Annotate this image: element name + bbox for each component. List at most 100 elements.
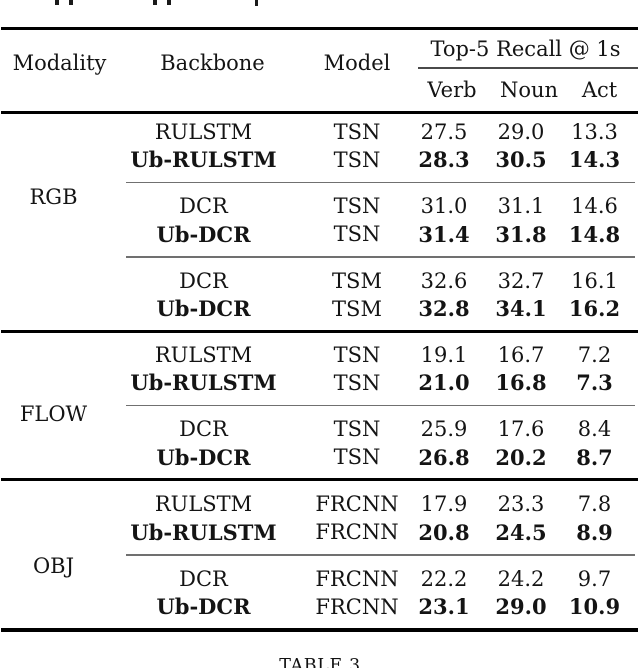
act-value: 9.7	[577, 566, 612, 591]
noun-value: 30.5	[495, 147, 547, 172]
backbone-cell: DCR	[179, 194, 228, 218]
act-value: 14.3	[568, 147, 621, 172]
table-row: Ub-RULSTM TSN 21.0 16.8 7.3	[106, 369, 638, 397]
clipped-text-remnant	[69, 0, 73, 5]
table-top-rule	[1, 27, 638, 30]
model-cell: FRCNN	[315, 520, 399, 544]
act-value: 8.4	[577, 417, 612, 441]
clipped-text-remnant	[153, 0, 157, 5]
backbone-cell: DCR	[179, 417, 228, 441]
verb-value: 31.4	[418, 221, 470, 247]
model-cell: FRCNN	[315, 594, 399, 619]
verb-value: 19.1	[420, 342, 468, 367]
verb-value: 22.2	[420, 566, 468, 591]
act-column-header: Act	[581, 77, 618, 102]
section-divider-rule	[1, 329, 638, 333]
verb-value: 32.6	[420, 268, 468, 293]
backbone-cell: Ub-RULSTM	[130, 370, 277, 395]
backbone-cell: DCR	[179, 566, 228, 591]
modality-column-header: Modality	[12, 51, 107, 75]
model-cell: TSN	[333, 417, 381, 441]
model-cell: TSN	[333, 222, 381, 246]
noun-value: 31.1	[497, 194, 545, 218]
table-caption: TABLE 3	[279, 656, 361, 668]
top5-recall-group: Top-5 Recall @ 1s Verb Noun Act	[413, 30, 638, 111]
verb-value: 32.8	[418, 296, 470, 321]
verb-value: 27.5	[420, 119, 468, 144]
table-row: DCR TSN 25.9 17.6 8.4	[106, 415, 638, 443]
act-value: 10.9	[568, 594, 621, 619]
model-cell: TSN	[333, 194, 381, 218]
act-value: 16.1	[571, 268, 618, 293]
section-obj: OBJ RULSTM FRCNN 17.9 23.3 7.8 Ub-RULSTM…	[1, 481, 638, 628]
act-value: 16.2	[568, 296, 621, 321]
noun-value: 31.8	[495, 221, 547, 247]
verb-value: 31.0	[420, 194, 468, 218]
table-row: Ub-DCR TSN 31.4 31.8 14.8	[106, 220, 638, 248]
table-header: Modality Backbone Model Top-5 Recall @ 1…	[1, 30, 638, 111]
noun-value: 29.0	[495, 594, 547, 619]
noun-value: 16.7	[497, 342, 545, 367]
verb-value: 17.9	[420, 492, 468, 516]
modality-label: RGB	[29, 184, 78, 209]
noun-value: 24.2	[497, 566, 545, 591]
table-row: DCR TSM 32.6 32.7 16.1	[106, 267, 638, 295]
results-table: Modality Backbone Model Top-5 Recall @ 1…	[1, 27, 638, 632]
backbone-cell: Ub-DCR	[156, 444, 251, 470]
noun-value: 34.1	[495, 296, 547, 321]
backbone-cell: Ub-RULSTM	[130, 519, 277, 545]
table-row: Ub-RULSTM TSN 28.3 30.5 14.3	[106, 146, 638, 174]
model-cell: TSN	[333, 147, 381, 172]
group-midrule	[126, 554, 635, 556]
act-value: 7.8	[577, 492, 612, 516]
backbone-cell: RULSTM	[154, 342, 253, 367]
model-cell: TSN	[333, 342, 381, 367]
noun-value: 16.8	[495, 370, 547, 395]
table-row: Ub-DCR TSM 32.8 34.1 16.2	[106, 295, 638, 323]
noun-value: 29.0	[497, 119, 545, 144]
act-value: 14.8	[568, 221, 621, 247]
act-value: 8.7	[576, 444, 613, 470]
group-midrule	[126, 256, 635, 258]
verb-value: 28.3	[418, 147, 470, 172]
noun-column-header: Noun	[499, 77, 559, 102]
table-row: DCR FRCNN 22.2 24.2 9.7	[106, 565, 638, 593]
header-bottom-rule	[1, 111, 638, 114]
verb-value: 25.9	[420, 417, 468, 441]
section-divider-rule	[1, 478, 638, 481]
backbone-cell: Ub-DCR	[156, 296, 251, 321]
clipped-text-remnant	[167, 0, 171, 5]
group-midrule	[126, 181, 635, 183]
group-midrule	[126, 404, 635, 406]
table-row: RULSTM TSN 27.5 29.0 13.3	[106, 118, 638, 146]
backbone-cell: Ub-DCR	[156, 221, 251, 247]
verb-value: 21.0	[418, 370, 470, 395]
verb-value: 23.1	[418, 594, 470, 619]
table-row: RULSTM TSN 19.1 16.7 7.2	[106, 341, 638, 369]
noun-value: 24.5	[495, 519, 547, 545]
clipped-text-remnant	[255, 0, 258, 6]
model-cell: FRCNN	[315, 492, 399, 516]
table-row: DCR TSN 31.0 31.1 14.6	[106, 192, 638, 220]
model-cell: TSN	[333, 445, 381, 469]
backbone-cell: Ub-RULSTM	[130, 147, 277, 172]
backbone-cell: Ub-DCR	[156, 594, 251, 619]
model-cell: TSM	[332, 296, 382, 321]
noun-value: 20.2	[495, 444, 547, 470]
table-row: RULSTM FRCNN 17.9 23.3 7.8	[106, 490, 638, 518]
verb-column-header: Verb	[427, 77, 477, 102]
table-row: Ub-RULSTM FRCNN 20.8 24.5 8.9	[106, 518, 638, 546]
verb-value: 20.8	[418, 519, 470, 545]
noun-value: 23.3	[497, 492, 545, 516]
verb-value: 26.8	[418, 444, 470, 470]
section-flow: FLOW RULSTM TSN 19.1 16.7 7.2 Ub-RULSTM …	[1, 333, 638, 479]
table-bottom-rule	[1, 627, 638, 632]
act-value: 13.3	[571, 119, 618, 144]
modality-label: OBJ	[32, 554, 75, 578]
table-row: Ub-DCR FRCNN 23.1 29.0 10.9	[106, 593, 638, 621]
model-cell: TSM	[332, 268, 382, 293]
model-column-header: Model	[323, 51, 391, 75]
top5-recall-header: Top-5 Recall @ 1s	[430, 36, 621, 61]
backbone-cell: RULSTM	[154, 492, 253, 516]
